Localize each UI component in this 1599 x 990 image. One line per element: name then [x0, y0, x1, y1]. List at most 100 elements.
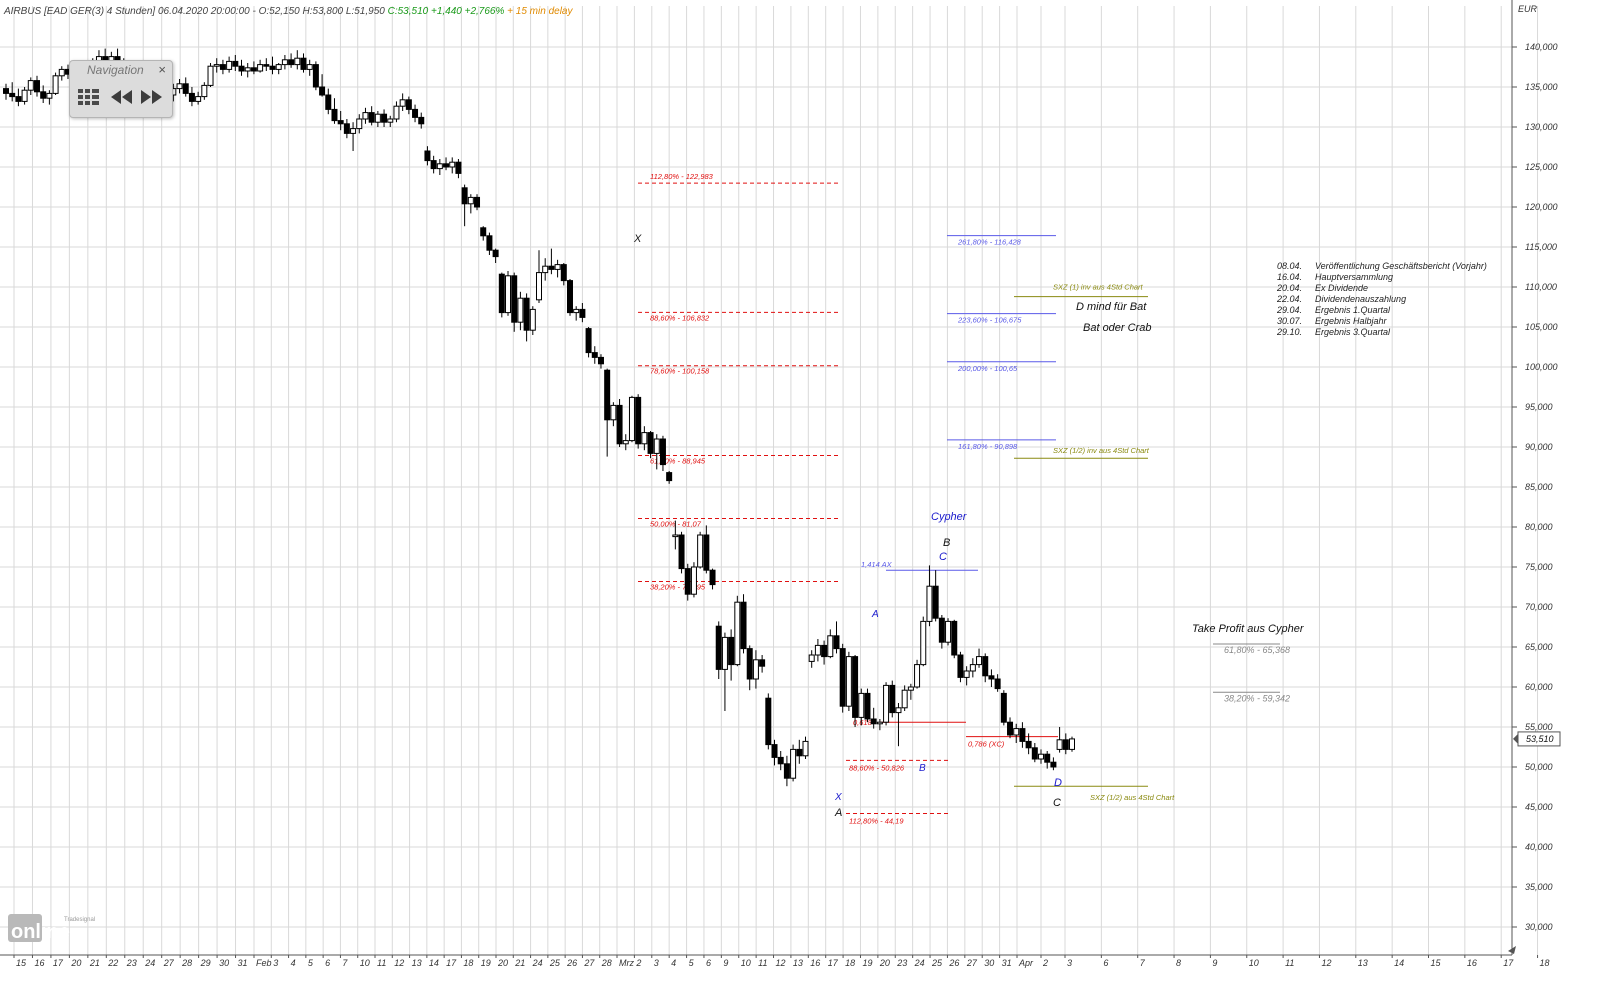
candle [945, 618, 952, 646]
candle-body [325, 94, 332, 110]
point-d-label: D [1054, 777, 1062, 789]
candle [288, 53, 295, 68]
time-tick-label: 6 [1103, 958, 1108, 968]
scroll-back-button[interactable] [109, 86, 135, 108]
candle [790, 744, 797, 782]
price-tick-label: 65,000 [1525, 642, 1553, 652]
candle [889, 680, 896, 718]
price-tick-label: 40,000 [1525, 842, 1553, 852]
candle-body [1000, 692, 1007, 723]
candle-body [796, 748, 803, 757]
time-tick-label: 15 [1431, 958, 1442, 968]
candle [777, 751, 784, 771]
candle-body [976, 656, 983, 666]
scroll-forward-button[interactable] [138, 86, 164, 108]
close-icon[interactable]: × [158, 62, 166, 77]
candle [250, 61, 257, 75]
note-take-profit: Take Profit aus Cypher [1192, 623, 1305, 635]
candle-body [517, 297, 524, 323]
event-text: Ex Dividende [1315, 283, 1369, 293]
candle [219, 59, 226, 75]
candle-body [15, 96, 22, 102]
candle [870, 707, 877, 729]
candle [238, 59, 245, 76]
time-tick-label: 21 [514, 958, 525, 968]
price-tick-label: 110,000 [1525, 282, 1557, 292]
candle [362, 107, 369, 124]
price-tick-label: 115,000 [1525, 242, 1557, 252]
time-tick-label: 18 [845, 958, 855, 968]
candle-body [3, 88, 9, 94]
candle-body [839, 648, 846, 707]
candle [40, 85, 47, 103]
candle-body [548, 265, 555, 270]
candle-body [281, 59, 288, 66]
time-tick-label: 17 [828, 958, 839, 968]
candle [337, 111, 344, 131]
time-tick-label: 13 [793, 958, 803, 968]
time-tick-label: 13 [412, 958, 422, 968]
time-tick-label: 27 [583, 958, 595, 968]
candle [734, 595, 741, 667]
candle [969, 658, 976, 678]
time-tick-label: 5 [689, 958, 695, 968]
candle-body [536, 272, 542, 301]
candle-body [176, 83, 183, 90]
candle-body [635, 396, 642, 445]
point-a-label: A [834, 807, 842, 819]
navigation-widget[interactable]: Navigation × [69, 60, 173, 118]
candle-body [988, 675, 995, 680]
price-tick-label: 45,000 [1525, 802, 1553, 812]
time-tick-label: 17 [1503, 958, 1514, 968]
candle [802, 736, 809, 759]
fib-xa-label: 78,60% - 100,158 [650, 367, 710, 376]
time-tick-label: 25 [549, 958, 561, 968]
candle [505, 271, 512, 316]
candle [325, 88, 332, 115]
price-axis[interactable]: EUR 140,000 135,000 130,000 125,000 120,000 11… [1511, 0, 1561, 955]
candle-body [790, 748, 797, 779]
time-tick-label: 2 [1042, 958, 1048, 968]
candle [1038, 749, 1045, 764]
candle [1056, 727, 1063, 753]
candle [759, 655, 766, 673]
candle [461, 184, 468, 227]
candle-body [182, 83, 189, 94]
candle [1000, 690, 1007, 726]
candle [405, 96, 412, 115]
projection-label: 0,618 [853, 718, 873, 727]
time-axis[interactable]: 15 16 17 20 21 22 23 24 27 28 29 30 31 Feb 3 4 5 6 7 10 11 12… [0, 946, 1550, 968]
candle-body [802, 740, 809, 757]
fib-ext-label: 223,60% - 106,675 [957, 316, 1022, 325]
time-tick-label: 7 [1140, 958, 1146, 968]
time-tick-label: 27 [163, 958, 175, 968]
candle [27, 77, 34, 95]
candle-body [808, 654, 815, 662]
event-row: 22.04. Dividendenauszahlung [1277, 294, 1487, 305]
price-tick-label: 105,000 [1525, 322, 1558, 332]
candle [746, 645, 753, 691]
price-tick-label: 70,000 [1525, 602, 1553, 612]
time-tick-label: 6 [325, 958, 330, 968]
candle [635, 394, 642, 449]
candle-body [201, 84, 208, 98]
candle [1007, 717, 1014, 739]
price-tick-label: 130,000 [1525, 122, 1558, 132]
grid-menu-button[interactable] [76, 86, 102, 108]
candle-body [21, 89, 28, 102]
candle [585, 327, 592, 358]
navigation-title: Navigation [87, 63, 144, 77]
candle [666, 471, 673, 484]
candle [269, 56, 276, 75]
candle-body [300, 57, 307, 70]
candle [641, 426, 648, 451]
candle [1062, 733, 1069, 755]
candle [195, 91, 202, 105]
fib-xa-label: 61,80% - 88,945 [650, 456, 706, 465]
candle [740, 594, 747, 654]
candle [356, 114, 363, 134]
candle [684, 563, 691, 601]
candle-body [740, 601, 747, 650]
candle-body [405, 99, 412, 110]
